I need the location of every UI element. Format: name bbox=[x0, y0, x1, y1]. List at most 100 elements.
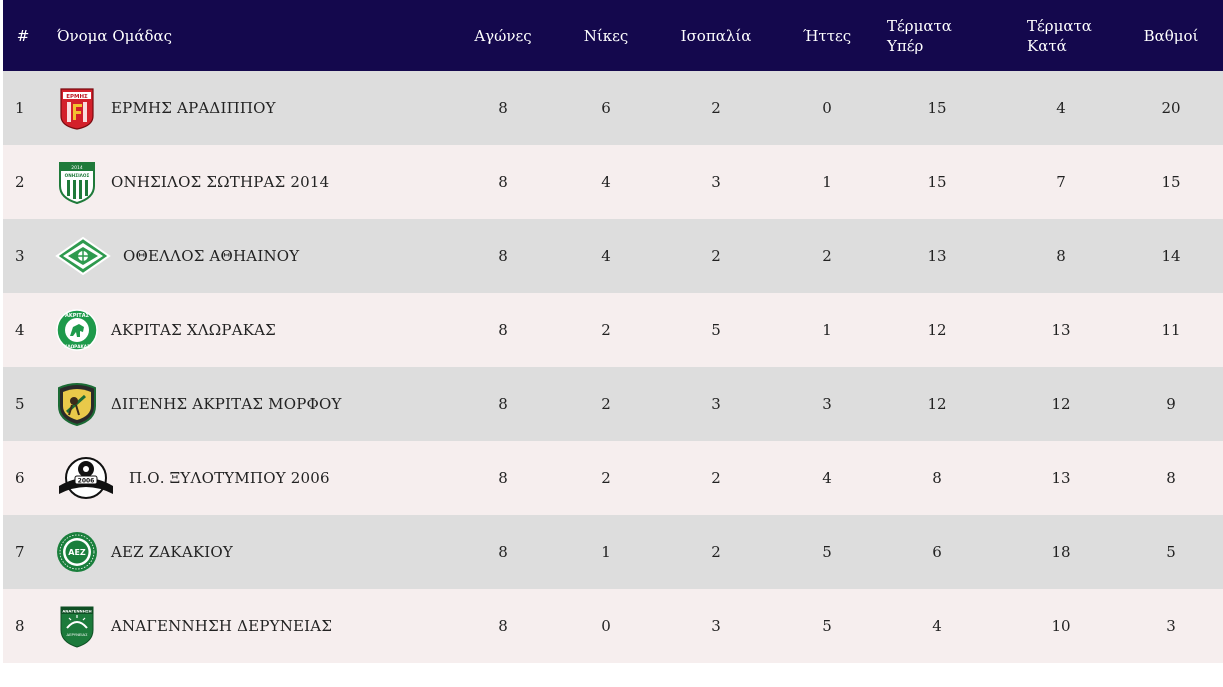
losses-cell: 2 bbox=[822, 247, 832, 265]
losses-cell: 3 bbox=[822, 395, 832, 413]
wins-cell: 2 bbox=[601, 321, 611, 339]
header-losses[interactable]: Ήττες bbox=[802, 26, 852, 45]
anagennisi-crest-icon: ΑΝΑΓΕΝΝΗΣΗ ΔΕΡΥΝΕΙΑΣ bbox=[55, 604, 99, 648]
header-played[interactable]: Αγώνες bbox=[474, 26, 532, 45]
team-link[interactable]: ΟΘΕΛΛΟΣ ΑΘΗΑΙΝΟΥ bbox=[55, 234, 443, 278]
goals-for-cell: 4 bbox=[932, 617, 942, 635]
header-goals-against-line2: Κατά bbox=[1027, 36, 1067, 55]
losses-cell: 5 bbox=[822, 617, 832, 635]
row-position: 3 bbox=[15, 247, 25, 265]
goals-against-cell: 18 bbox=[1051, 543, 1071, 561]
row-position: 8 bbox=[15, 617, 25, 635]
played-cell: 8 bbox=[498, 247, 508, 265]
draws-cell: 2 bbox=[711, 543, 721, 561]
points-cell: 8 bbox=[1166, 469, 1176, 487]
goals-against-cell: 10 bbox=[1051, 617, 1071, 635]
played-cell: 8 bbox=[498, 395, 508, 413]
team-link[interactable]: ΔΙΓΕΝΗΣ ΑΚΡΙΤΑΣ ΜΟΡΦΟΥ bbox=[55, 382, 443, 426]
league-standings-table: # Όνομα Ομάδας Αγώνες Νίκες Ισοπαλία Ήττ… bbox=[3, 0, 1223, 663]
goals-against-cell: 4 bbox=[1056, 99, 1066, 117]
losses-cell: 0 bbox=[822, 99, 832, 117]
goals-for-cell: 15 bbox=[927, 99, 947, 117]
points-cell: 15 bbox=[1161, 173, 1181, 191]
header-wins[interactable]: Νίκες bbox=[583, 26, 629, 45]
table-row[interactable]: 1 ΕΡΜΗΣ ΕΡΜΗΣ ΑΡΑΔΙΠΠΟΥ bbox=[3, 71, 1223, 145]
table-row[interactable]: 5 ΔΙΓΕΝΗΣ ΑΚΡΙΤΑΣ ΜΟΡΦΟΥ 8 bbox=[3, 367, 1223, 441]
wins-cell: 4 bbox=[601, 173, 611, 191]
row-position: 1 bbox=[15, 99, 25, 117]
team-cell: ΟΘΕΛΛΟΣ ΑΘΗΑΙΝΟΥ bbox=[47, 219, 443, 293]
goals-for-cell: 12 bbox=[927, 395, 947, 413]
hermes-crest-icon: ΕΡΜΗΣ bbox=[55, 86, 99, 130]
header-goals-for-line2: Υπέρ bbox=[887, 36, 924, 55]
row-position: 5 bbox=[15, 395, 25, 413]
played-cell: 8 bbox=[498, 173, 508, 191]
team-link[interactable]: ΑΚΡΙΤΑΣ ΧΛΩΡΑΚΑΣ ΑΚΡΙΤΑΣ ΧΛΩΡΑΚΑΣ bbox=[55, 308, 443, 352]
wins-cell: 2 bbox=[601, 395, 611, 413]
team-link[interactable]: ΕΡΜΗΣ ΕΡΜΗΣ ΑΡΑΔΙΠΠΟΥ bbox=[55, 86, 443, 130]
goals-for-cell: 15 bbox=[927, 173, 947, 191]
played-cell: 8 bbox=[498, 617, 508, 635]
goals-against-cell: 13 bbox=[1051, 469, 1071, 487]
points-cell: 14 bbox=[1161, 247, 1181, 265]
table-row[interactable]: 7 ΑΕΖ ΑΕΖ ΖΑΚΑΚΙΟΥ 8 1 bbox=[3, 515, 1223, 589]
header-goals-against[interactable]: Τέρματα Κατά bbox=[1003, 0, 1119, 71]
wins-cell: 0 bbox=[601, 617, 611, 635]
header-team-name[interactable]: Όνομα Ομάδας bbox=[57, 26, 173, 45]
losses-cell: 4 bbox=[822, 469, 832, 487]
draws-cell: 2 bbox=[711, 469, 721, 487]
points-cell: 11 bbox=[1161, 321, 1181, 339]
points-cell: 20 bbox=[1161, 99, 1181, 117]
othellos-crest-icon bbox=[55, 234, 111, 278]
played-cell: 8 bbox=[498, 543, 508, 561]
header-goals-for[interactable]: Τέρματα Υπέρ bbox=[871, 0, 1003, 71]
table-row[interactable]: 4 ΑΚΡΙΤΑΣ ΧΛΩΡΑΚΑΣ ΑΚΡΙΤΑΣ ΧΛΩΡΑΚΑΣ bbox=[3, 293, 1223, 367]
team-name: ΑΕΖ ΖΑΚΑΚΙΟΥ bbox=[111, 543, 233, 561]
table-row[interactable]: 2 2014 ΟΝΗΣΙΛΟΣ bbox=[3, 145, 1223, 219]
team-cell: 2006 Π.Ο. ΞΥΛΟΤΥΜΠΟΥ 2006 bbox=[47, 441, 443, 515]
team-link[interactable]: 2006 Π.Ο. ΞΥΛΟΤΥΜΠΟΥ 2006 bbox=[55, 456, 443, 500]
team-link[interactable]: 2014 ΟΝΗΣΙΛΟΣ ΟΝΗΣΙΛΟΣ ΣΩΤΗΡΑΣ 2014 bbox=[55, 160, 443, 204]
team-link[interactable]: ΑΝΑΓΕΝΝΗΣΗ ΔΕΡΥΝΕΙΑΣ ΑΝΑΓΕΝΝΗΣΗ ΔΕΡΥΝΕΙΑ… bbox=[55, 604, 443, 648]
table-row[interactable]: 8 ΑΝΑΓΕΝΝΗΣΗ ΔΕΡΥΝΕΙΑΣ ΑΝΑΓΕΝΝΗΣΗ ΔΕΡΥ bbox=[3, 589, 1223, 663]
table-row[interactable]: 3 ΟΘΕΛΛΟΣ ΑΘΗΑΙΝΟΥ 8 4 bbox=[3, 219, 1223, 293]
akritas-crest-sub: ΧΛΩΡΑΚΑΣ bbox=[64, 344, 90, 349]
onisilos-crest-icon: 2014 ΟΝΗΣΙΛΟΣ bbox=[55, 160, 99, 204]
header-position[interactable]: # bbox=[16, 26, 30, 45]
team-link[interactable]: ΑΕΖ ΑΕΖ ΖΑΚΑΚΙΟΥ bbox=[55, 530, 443, 574]
draws-cell: 3 bbox=[711, 395, 721, 413]
anagennisi-crest-sub: ΔΕΡΥΝΕΙΑΣ bbox=[67, 632, 89, 637]
losses-cell: 1 bbox=[822, 321, 832, 339]
goals-against-cell: 8 bbox=[1056, 247, 1066, 265]
header-points[interactable]: Βαθμοί bbox=[1143, 26, 1199, 45]
losses-cell: 5 bbox=[822, 543, 832, 561]
goals-for-cell: 13 bbox=[927, 247, 947, 265]
team-name: ΔΙΓΕΝΗΣ ΑΚΡΙΤΑΣ ΜΟΡΦΟΥ bbox=[111, 395, 342, 413]
digenis-crest-icon bbox=[55, 382, 99, 426]
goals-against-cell: 13 bbox=[1051, 321, 1071, 339]
team-name: ΑΝΑΓΕΝΝΗΣΗ ΔΕΡΥΝΕΙΑΣ bbox=[111, 617, 333, 635]
played-cell: 8 bbox=[498, 99, 508, 117]
team-name: ΟΝΗΣΙΛΟΣ ΣΩΤΗΡΑΣ 2014 bbox=[111, 173, 330, 191]
goals-for-cell: 6 bbox=[932, 543, 942, 561]
wins-cell: 4 bbox=[601, 247, 611, 265]
draws-cell: 2 bbox=[711, 247, 721, 265]
team-name: ΟΘΕΛΛΟΣ ΑΘΗΑΙΝΟΥ bbox=[123, 247, 300, 265]
goals-against-cell: 12 bbox=[1051, 395, 1071, 413]
team-cell: 2014 ΟΝΗΣΙΛΟΣ ΟΝΗΣΙΛΟΣ ΣΩΤΗΡΑΣ 2014 bbox=[47, 145, 443, 219]
goals-against-cell: 7 bbox=[1056, 173, 1066, 191]
header-goals-against-line1: Τέρματα bbox=[1027, 16, 1092, 35]
draws-cell: 3 bbox=[711, 617, 721, 635]
row-position: 2 bbox=[15, 173, 25, 191]
akritas-crest-icon: ΑΚΡΙΤΑΣ ΧΛΩΡΑΚΑΣ bbox=[55, 308, 99, 352]
team-cell: ΑΕΖ ΑΕΖ ΖΑΚΑΚΙΟΥ bbox=[47, 515, 443, 589]
wins-cell: 1 bbox=[601, 543, 611, 561]
onisilos-crest-text: ΟΝΗΣΙΛΟΣ bbox=[65, 173, 90, 178]
wins-cell: 2 bbox=[601, 469, 611, 487]
akritas-crest-text: ΑΚΡΙΤΑΣ bbox=[65, 313, 90, 319]
team-cell: ΑΝΑΓΕΝΝΗΣΗ ΔΕΡΥΝΕΙΑΣ ΑΝΑΓΕΝΝΗΣΗ ΔΕΡΥΝΕΙΑ… bbox=[47, 589, 443, 663]
table-row[interactable]: 6 2006 Π.Ο. ΞΥΛΟΤΥΜΠΟΥ 2006 bbox=[3, 441, 1223, 515]
header-goals-for-line1: Τέρματα bbox=[887, 16, 952, 35]
losses-cell: 1 bbox=[822, 173, 832, 191]
header-draws[interactable]: Ισοπαλία bbox=[680, 26, 752, 45]
